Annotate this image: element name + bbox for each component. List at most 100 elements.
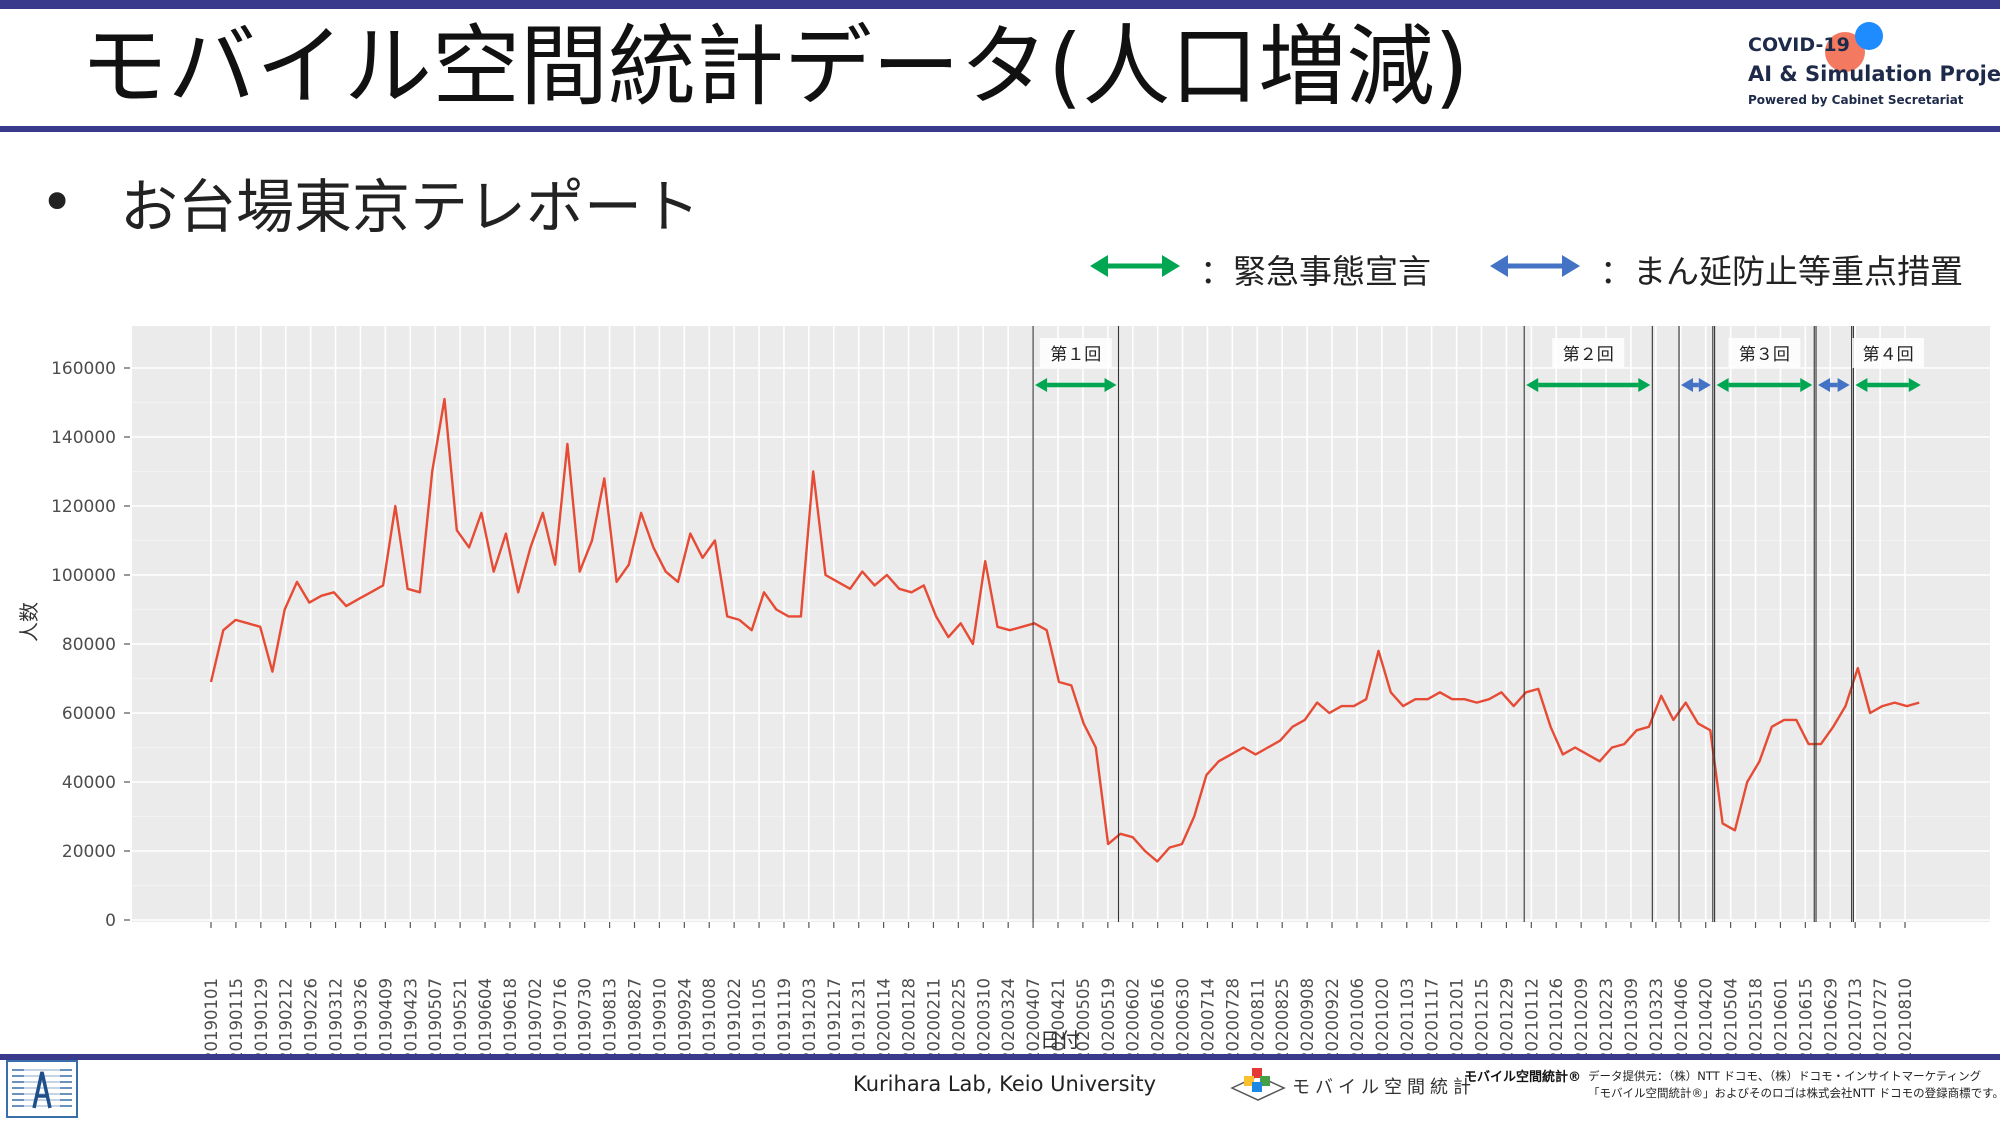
period-label: 第１回 xyxy=(1050,345,1101,365)
page-title: モバイル空間統計データ(人口増減) xyxy=(80,15,1469,118)
x-tick-label: 20210810 xyxy=(1896,978,1915,1054)
x-tick-label: 20190101 xyxy=(202,978,221,1054)
y-axis-title: 人数 xyxy=(17,602,41,642)
period-label: 第３回 xyxy=(1739,345,1790,365)
x-tick-label: 20190423 xyxy=(401,978,420,1054)
period-label-background xyxy=(1852,338,1925,368)
mobile-logo-trademark: モバイル空間統計® xyxy=(1464,1070,1582,1085)
x-tick-label: 20190129 xyxy=(252,978,271,1054)
blue-double-arrow-icon xyxy=(1490,255,1580,277)
x-tick-label: 20201117 xyxy=(1423,978,1442,1054)
x-tick-label: 20190326 xyxy=(351,978,370,1054)
x-tick-label: 20200630 xyxy=(1174,978,1193,1054)
x-tick-label: 20210112 xyxy=(1522,978,1541,1054)
y-tick-label: 80000 xyxy=(62,635,116,655)
x-tick-label: 20190716 xyxy=(551,978,570,1054)
x-tick-label: 20200211 xyxy=(924,978,943,1054)
y-tick-label: 100000 xyxy=(51,566,116,586)
logo-line-1: COVID-19 xyxy=(1748,34,1850,56)
period-label-background xyxy=(1552,338,1625,368)
x-tick-label: 20200811 xyxy=(1248,978,1267,1054)
x-tick-label: 20210518 xyxy=(1747,978,1766,1054)
priority-arrow-head-right xyxy=(1698,378,1711,392)
cube-logo-icon xyxy=(1230,1068,1286,1101)
x-tick-label: 20191203 xyxy=(800,978,819,1054)
priority-arrow-head-right xyxy=(1837,378,1850,392)
x-tick-label: 20201006 xyxy=(1348,978,1367,1054)
x-tick-label: 20200310 xyxy=(974,978,993,1054)
x-tick-label: 20201103 xyxy=(1398,978,1417,1054)
x-tick-label: 20190813 xyxy=(601,978,620,1054)
footer-divider xyxy=(0,1054,2000,1060)
x-tick-label: 20200519 xyxy=(1099,978,1118,1054)
x-tick-label: 20190702 xyxy=(526,978,545,1054)
x-tick-label: 20190507 xyxy=(426,978,445,1054)
logo-line-3: Powered by Cabinet Secretariat xyxy=(1748,93,1964,107)
x-tick-label: 20200825 xyxy=(1273,978,1292,1054)
x-tick-label: 20190212 xyxy=(277,978,296,1054)
period-label: 第２回 xyxy=(1563,345,1614,365)
x-tick-label: 20200922 xyxy=(1323,978,1342,1054)
x-tick-label: 20210406 xyxy=(1672,978,1691,1054)
x-tick-label: 20200421 xyxy=(1049,978,1068,1054)
x-tick-label: 20200505 xyxy=(1074,978,1093,1054)
period-label-background xyxy=(1039,338,1112,368)
x-tick-label: 20190115 xyxy=(227,978,246,1054)
emergency-arrow-head-left xyxy=(1526,378,1539,392)
x-tick-label: 20190312 xyxy=(327,978,346,1054)
top-accent-bar xyxy=(0,0,2000,9)
x-tick-label: 20191008 xyxy=(700,978,719,1054)
x-tick-label: 20191217 xyxy=(825,978,844,1054)
x-tick-label: 20190604 xyxy=(476,978,495,1054)
y-tick-label: 140000 xyxy=(51,428,116,448)
x-tick-label: 20200728 xyxy=(1223,978,1242,1054)
x-tick-label: 20191119 xyxy=(775,978,794,1054)
emergency-arrow-head-right xyxy=(1638,378,1651,392)
x-tick-label: 20210209 xyxy=(1572,978,1591,1054)
green-double-arrow-icon xyxy=(1090,255,1180,277)
x-tick-label: 20200908 xyxy=(1298,978,1317,1054)
logo-line-2: AI & Simulation Project xyxy=(1748,62,2000,86)
x-tick-label: 20190910 xyxy=(650,978,669,1054)
footer-credit: Kurihara Lab, Keio University xyxy=(853,1072,1157,1096)
emergency-arrow-head-right xyxy=(1104,378,1117,392)
y-tick-label: 60000 xyxy=(62,704,116,724)
x-tick-label: 20201215 xyxy=(1473,978,1492,1054)
mobile-spatial-statistics-logo: モバイル空間統計 モバイル空間統計® xyxy=(1230,1064,1581,1108)
x-tick-label: 20200114 xyxy=(875,978,894,1054)
y-tick-label: 120000 xyxy=(51,497,116,517)
series-line xyxy=(209,397,1920,863)
emergency-arrow-head-left xyxy=(1716,378,1729,392)
title-divider xyxy=(0,126,2000,132)
x-tick-label: 20200407 xyxy=(1024,978,1043,1054)
x-tick-label: 20200324 xyxy=(999,978,1018,1054)
x-tick-label: 20190226 xyxy=(302,978,321,1054)
x-tick-label: 20200616 xyxy=(1149,978,1168,1054)
provider-line-2: 「モバイル空間統計®」およびそのロゴは株式会社NTT ドコモの登録商標です。 xyxy=(1588,1086,2000,1100)
x-tick-label: 20190409 xyxy=(376,978,395,1054)
y-tick-label: 20000 xyxy=(62,842,116,862)
y-tick-label: 40000 xyxy=(62,773,116,793)
x-tick-label: 20210420 xyxy=(1697,978,1716,1054)
x-tick-label: 20201229 xyxy=(1497,978,1516,1054)
period-label-background xyxy=(1728,338,1801,368)
emergency-arrow-head-left xyxy=(1035,378,1048,392)
x-tick-label: 20210323 xyxy=(1647,978,1666,1054)
x-tick-label: 20200225 xyxy=(949,978,968,1054)
emergency-arrow-head-right xyxy=(1908,378,1921,392)
period-label: 第４回 xyxy=(1863,345,1914,365)
x-tick-label: 20210504 xyxy=(1722,978,1741,1054)
x-tick-label: 20191231 xyxy=(850,978,869,1054)
x-tick-label: 20190618 xyxy=(501,978,520,1054)
x-tick-label: 20201020 xyxy=(1373,978,1392,1054)
y-tick-label: 160000 xyxy=(51,359,116,379)
x-tick-label: 20210615 xyxy=(1796,978,1815,1054)
legend-emergency-label: ：緊急事態宣言 xyxy=(1200,252,1431,291)
population-line-chart: 0 20000 40000 60000 80000 100000 120000 140000 1… xyxy=(17,326,1990,1054)
lab-logo-icon xyxy=(6,1060,78,1118)
x-tick-label: 20200714 xyxy=(1198,978,1217,1054)
x-tick-label: 20190521 xyxy=(451,978,470,1054)
priority-arrow-head-left xyxy=(1818,378,1831,392)
x-tick-label: 20210713 xyxy=(1846,978,1865,1054)
x-tick-label: 20210309 xyxy=(1622,978,1641,1054)
